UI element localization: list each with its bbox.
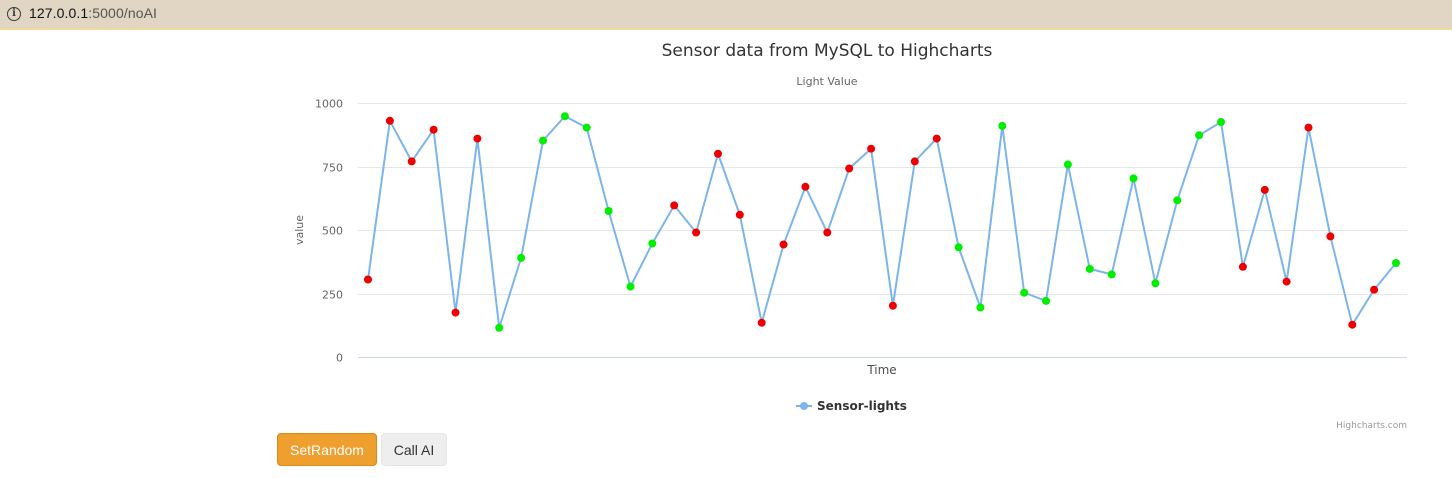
data-point[interactable] bbox=[692, 228, 701, 237]
data-point[interactable] bbox=[845, 164, 854, 173]
data-point[interactable] bbox=[539, 136, 547, 145]
data-point[interactable] bbox=[1370, 285, 1379, 294]
data-point[interactable] bbox=[1348, 320, 1357, 329]
data-point[interactable] bbox=[1238, 262, 1247, 271]
y-tick-label: 1000 bbox=[315, 98, 343, 111]
chart-title: Sensor data from MySQL to Highcharts bbox=[662, 41, 993, 61]
y-tick-label: 0 bbox=[336, 352, 343, 365]
info-icon[interactable]: i bbox=[7, 7, 21, 21]
data-point[interactable] bbox=[495, 323, 504, 332]
data-point[interactable] bbox=[648, 239, 657, 248]
data-point[interactable] bbox=[407, 157, 416, 166]
data-point[interactable] bbox=[429, 125, 438, 134]
data-point[interactable] bbox=[517, 253, 526, 262]
sensor-chart: Sensor data from MySQL to Highcharts Lig… bbox=[293, 41, 1407, 430]
data-point[interactable] bbox=[735, 210, 744, 219]
data-point[interactable] bbox=[779, 240, 788, 249]
y-tick-label: 500 bbox=[322, 225, 343, 238]
data-point[interactable] bbox=[582, 123, 591, 132]
data-point[interactable] bbox=[1392, 259, 1400, 267]
data-point[interactable] bbox=[823, 228, 832, 237]
data-point[interactable] bbox=[1304, 123, 1313, 132]
data-point[interactable] bbox=[1282, 277, 1291, 286]
y-tick-label: 750 bbox=[322, 162, 343, 175]
data-point[interactable] bbox=[473, 134, 482, 143]
data-point[interactable] bbox=[976, 303, 985, 312]
data-point[interactable] bbox=[1063, 160, 1072, 169]
data-point[interactable] bbox=[1085, 264, 1094, 273]
x-axis-label: Time bbox=[866, 363, 896, 377]
data-point[interactable] bbox=[670, 201, 679, 210]
data-point[interactable] bbox=[1260, 185, 1269, 194]
data-point[interactable] bbox=[867, 144, 876, 153]
data-point[interactable] bbox=[1042, 296, 1050, 305]
data-point[interactable] bbox=[1107, 270, 1116, 279]
url-text[interactable]: 127.0.0.1:5000/noAI bbox=[29, 5, 158, 21]
data-point[interactable] bbox=[451, 308, 460, 317]
data-point[interactable] bbox=[714, 149, 722, 158]
y-axis-label: value bbox=[293, 215, 306, 245]
data-point[interactable] bbox=[604, 207, 613, 215]
y-axis-ticks: 0 250 500 750 1000 bbox=[315, 98, 343, 365]
legend-marker-icon bbox=[800, 402, 808, 410]
data-point[interactable] bbox=[1151, 279, 1160, 288]
data-point[interactable] bbox=[910, 157, 919, 166]
data-point[interactable] bbox=[560, 112, 569, 121]
data-point[interactable] bbox=[757, 318, 766, 327]
data-point[interactable] bbox=[801, 182, 810, 191]
address-bar[interactable]: i 127.0.0.1:5000/noAI bbox=[0, 0, 1452, 30]
data-point[interactable] bbox=[1195, 131, 1204, 140]
data-point[interactable] bbox=[385, 116, 394, 125]
data-point[interactable] bbox=[932, 134, 941, 143]
data-point[interactable] bbox=[1326, 232, 1335, 241]
data-point[interactable] bbox=[1173, 196, 1182, 205]
call-ai-button[interactable]: Call AI bbox=[381, 433, 447, 466]
data-point[interactable] bbox=[364, 275, 372, 284]
legend[interactable]: Sensor-lights bbox=[796, 399, 907, 413]
set-random-button[interactable]: SetRandom bbox=[277, 433, 377, 466]
data-point[interactable] bbox=[626, 282, 635, 291]
data-point[interactable] bbox=[888, 301, 897, 310]
data-point[interactable] bbox=[1020, 288, 1029, 297]
data-points bbox=[364, 112, 1400, 332]
credits-link[interactable]: Highcharts.com bbox=[1336, 421, 1407, 430]
series-line bbox=[367, 114, 1397, 329]
y-tick-label: 250 bbox=[322, 289, 343, 302]
data-point[interactable] bbox=[954, 243, 963, 252]
chart-subtitle: Light Value bbox=[796, 75, 857, 88]
data-point[interactable] bbox=[998, 121, 1007, 130]
legend-label[interactable]: Sensor-lights bbox=[817, 399, 907, 413]
data-point[interactable] bbox=[1129, 174, 1138, 183]
data-point[interactable] bbox=[1217, 118, 1225, 126]
